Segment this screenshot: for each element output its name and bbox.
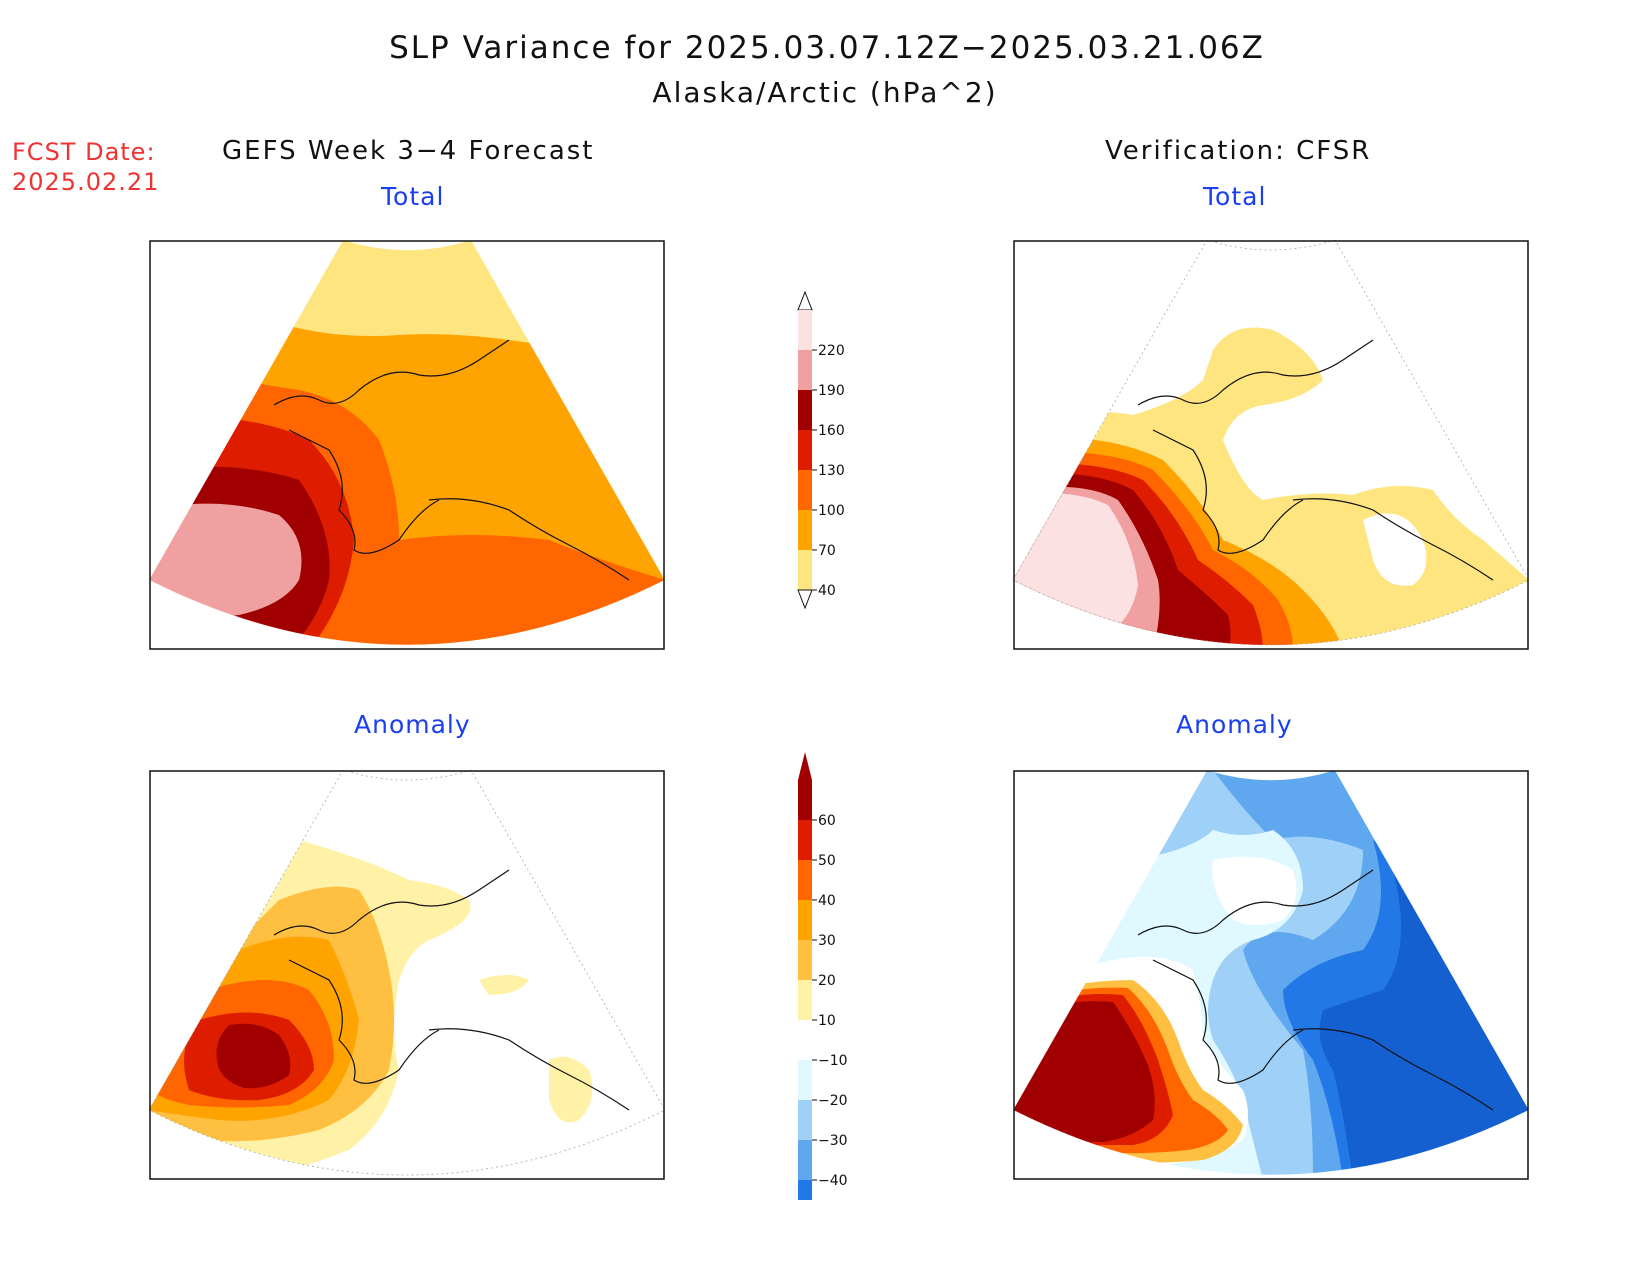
coastline-icon: [1137, 339, 1494, 581]
colorbar-swatch: [798, 1020, 812, 1060]
colorbar-swatch: [798, 980, 812, 1020]
colorbar-swatch: [798, 470, 812, 510]
panel-title-forecast-anomaly: Anomaly: [354, 710, 471, 739]
colorbar-tick-label: −10: [818, 1053, 848, 1069]
panel-title-forecast-total: Total: [381, 182, 445, 211]
colorbar-total: 220 190 160 130 100 70 40: [797, 290, 845, 610]
colorbar-tick-label: 100: [818, 503, 845, 519]
forecast-date-label: FCST Date:: [12, 138, 156, 166]
colorbar-swatch: [798, 780, 812, 820]
chart-title: SLP Variance for 2025.03.07.12Z−2025.03.…: [389, 30, 1265, 66]
colorbar-swatch: [798, 860, 812, 900]
colorbar-swatch: [798, 430, 812, 470]
map-verification-anomaly: [1013, 770, 1529, 1180]
colorbar-tick-label: 190: [818, 383, 845, 399]
colorbar-swatch: [798, 1140, 812, 1180]
coastline-icon: [273, 339, 630, 581]
colorbar-tick-label: 220: [818, 343, 845, 359]
colorbar-tick-label: 40: [818, 893, 836, 909]
colorbar-tick-label: −40: [818, 1173, 848, 1189]
map-forecast-total: [149, 240, 665, 650]
colorbar-top-arrow: [797, 290, 813, 311]
colorbar-bottom-arrow: [797, 589, 813, 610]
colorbar-swatch: [798, 1100, 812, 1140]
colorbar-tick-label: 70: [818, 543, 836, 559]
colorbar-top-arrow: [798, 752, 812, 780]
colorbar-swatch: [798, 550, 812, 590]
colorbar-swatch: [798, 940, 812, 980]
coastline-icon: [1137, 869, 1494, 1111]
colorbar-tick-label: 30: [818, 933, 836, 949]
colorbar-tick-label: 40: [818, 583, 836, 599]
colorbar-swatch: [798, 820, 812, 860]
colorbar-swatch: [798, 510, 812, 550]
map-forecast-anomaly: [149, 770, 665, 1180]
column-header-cfsr: Verification: CFSR: [1105, 136, 1372, 166]
colorbar-swatch: [798, 1180, 812, 1200]
colorbar-swatch: [798, 900, 812, 940]
colorbar-tick-label: 130: [818, 463, 845, 479]
panel-title-verification-anomaly: Anomaly: [1176, 710, 1293, 739]
panel-title-verification-total: Total: [1203, 182, 1267, 211]
chart-subtitle: Alaska/Arctic (hPa^2): [652, 76, 998, 109]
colorbar-swatch: [798, 390, 812, 430]
colorbar-tick-label: −30: [818, 1133, 848, 1149]
map-verification-total: [1013, 240, 1529, 650]
column-header-gefs: GEFS Week 3−4 Forecast: [222, 136, 595, 166]
colorbar-swatch: [798, 1060, 812, 1100]
colorbar-tick-label: 50: [818, 853, 836, 869]
colorbar-swatch: [798, 350, 812, 390]
colorbar-tick-label: 160: [818, 423, 845, 439]
colorbar-swatch: [798, 310, 812, 350]
colorbar-tick-label: 10: [818, 1013, 836, 1029]
colorbar-tick-label: 20: [818, 973, 836, 989]
colorbar-tick-label: 60: [818, 813, 836, 829]
colorbar-tick-label: −20: [818, 1093, 848, 1109]
coastline-icon: [273, 869, 630, 1111]
colorbar-anomaly: 60 50 40 30 20 10 −10 −20 −30 −40: [798, 752, 848, 1200]
forecast-date-value: 2025.02.21: [12, 168, 160, 196]
